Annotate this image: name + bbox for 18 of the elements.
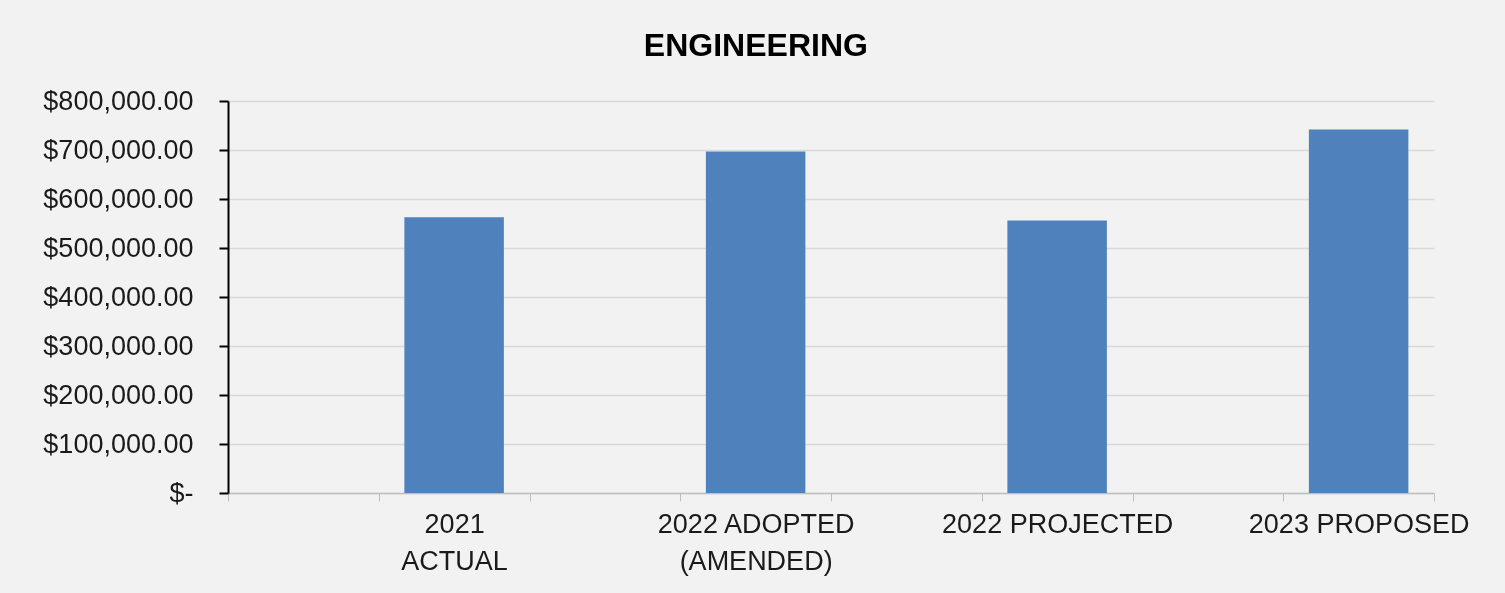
y-tick-label: $100,000.00 [43, 428, 194, 459]
x-tick-label: 2023 PROPOSED [1248, 508, 1470, 539]
y-tick-label: $200,000.00 [43, 379, 194, 410]
x-tick-label: 2022 ADOPTED (AMENDED) [657, 508, 855, 576]
y-tick-label: $700,000.00 [43, 134, 194, 165]
bar [1007, 220, 1107, 493]
chart-title: ENGINEERING [643, 27, 868, 63]
y-tick-label: $600,000.00 [43, 183, 194, 214]
bar [1308, 129, 1409, 493]
x-tick-label: 2022 PROJECTED [942, 508, 1174, 539]
bar [705, 151, 806, 493]
y-tick-label: $- [169, 477, 194, 508]
y-tick-label: $300,000.00 [43, 330, 194, 361]
y-tick-label: $500,000.00 [43, 232, 194, 263]
y-tick-label: $400,000.00 [43, 281, 194, 312]
y-tick-label: $800,000.00 [43, 85, 194, 116]
bar [404, 217, 504, 493]
x-tick-label: 2021 ACTUAL [401, 508, 508, 576]
